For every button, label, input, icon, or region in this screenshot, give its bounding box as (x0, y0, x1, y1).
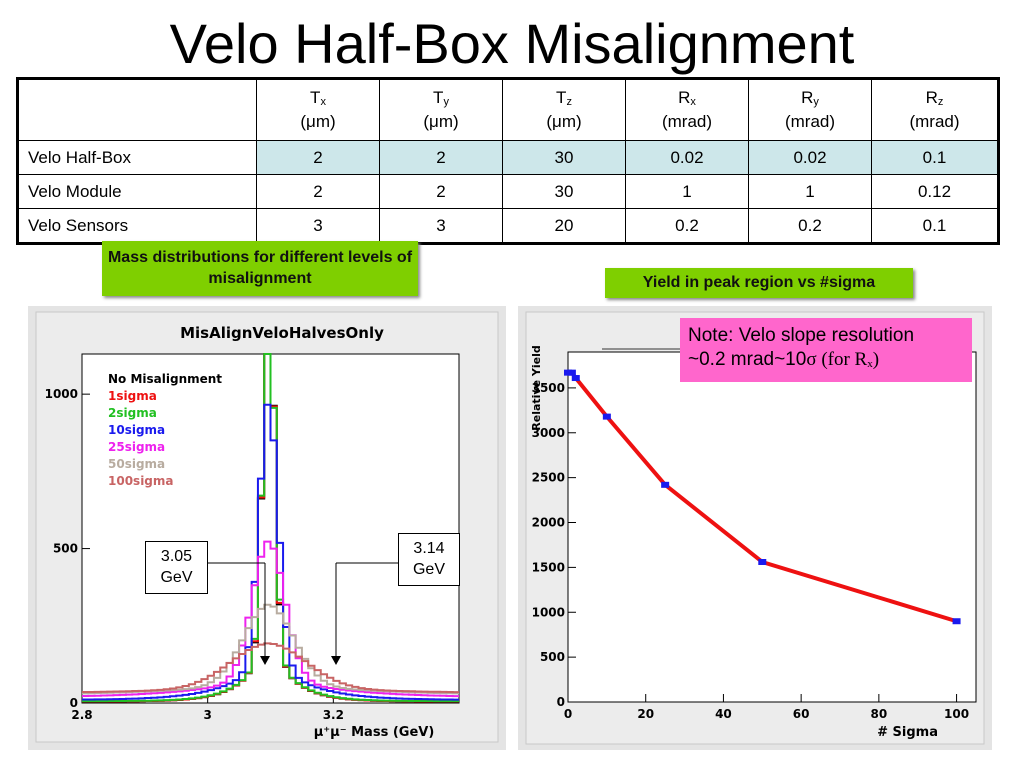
table-cell: 0.2 (625, 208, 749, 244)
row-label: Velo Sensors (17, 208, 257, 244)
histogram-series (82, 540, 459, 698)
x-tick-label: 80 (871, 707, 888, 721)
page-title: Velo Half-Box Misalignment (169, 12, 855, 75)
table-row: Velo Sensors 3 3 20 0.2 0.2 0.1 (17, 208, 999, 244)
yield-point (952, 618, 961, 625)
legend-entry: 25sigma (108, 440, 165, 454)
mass-histogram-chart: MisAlignVeloHalvesOnly 0 500 1000 2.8 3 3.2 N… (28, 306, 506, 750)
y-tick-label: 1500 (532, 560, 565, 574)
yield-point (602, 413, 611, 420)
x-tick-label: 3.2 (323, 708, 344, 722)
table-cell: 2 (379, 140, 503, 175)
x-tick-label: 2.8 (71, 708, 92, 722)
col-header: Rz (mrad) (871, 78, 999, 141)
callout-right-arrow (331, 656, 341, 665)
x-tick-label: 0 (564, 707, 572, 721)
x-tick-label: 20 (637, 707, 654, 721)
misalignment-table: Tx (μm) Ty (μm) Tz (μm) Rx (mrad) Ry (mrad) R… (16, 77, 1000, 245)
histogram-series (82, 353, 459, 703)
note-leader (602, 348, 680, 350)
table-row: Velo Half-Box 2 2 30 0.02 0.02 0.1 (17, 140, 999, 175)
y-tick-label: 0 (70, 696, 78, 710)
yield-point (571, 375, 580, 382)
callout-left-unit: GeV (160, 569, 193, 586)
x-axis-label: μ⁺μ⁻ Mass (GeV) (314, 725, 435, 740)
table-cell: 30 (502, 174, 626, 209)
legend-entry: 2sigma (108, 406, 157, 420)
yield-caption: Yield in peak region vs #sigma (605, 268, 913, 298)
y-tick-label: 0 (557, 695, 565, 709)
legend-entry: 1sigma (108, 389, 157, 403)
y-tick-label: 2500 (532, 471, 565, 485)
callout-right-value: 3.14 (413, 540, 445, 557)
legend-entry: 100sigma (108, 474, 174, 488)
y-tick-label: 500 (540, 650, 565, 664)
col-header: Tz (μm) (502, 78, 626, 141)
x-tick-label: 3 (203, 708, 211, 722)
table-header-row: Tx (μm) Ty (μm) Tz (μm) Rx (mrad) Ry (mrad) R… (17, 78, 999, 141)
y-tick-label: 2000 (532, 516, 565, 530)
legend-entry: 10sigma (108, 423, 165, 437)
table-cell: 30 (502, 140, 626, 175)
y-tick-label: 1000 (532, 605, 565, 619)
plot-area (567, 351, 977, 703)
table-cell: 20 (502, 208, 626, 244)
mass-caption: Mass distributions for different levels … (102, 241, 418, 296)
table-cell: 3 (256, 208, 380, 244)
row-label: Velo Module (17, 174, 257, 209)
yield-point (567, 369, 576, 376)
yield-point (758, 559, 767, 565)
callout-right: 3.14 GeV (398, 533, 460, 586)
legend-entry: No Misalignment (108, 372, 222, 386)
y-tick-label: 3500 (532, 381, 565, 395)
table-corner-cell (17, 78, 257, 141)
col-header: Ty (μm) (379, 78, 503, 141)
table-cell: 1 (625, 174, 749, 209)
table-cell: 0.2 (748, 208, 872, 244)
note-line1: Note: Velo slope resolution (688, 325, 915, 346)
y-axis-label: Relative Yield (530, 345, 543, 430)
table-cell: 1 (748, 174, 872, 209)
table-cell: 2 (256, 140, 380, 175)
table-cell: 0.1 (871, 208, 999, 244)
chart-title: MisAlignVeloHalvesOnly (180, 324, 384, 342)
callout-left: 3.05 GeV (145, 541, 208, 594)
callout-right-unit: GeV (412, 561, 445, 578)
table-cell: 2 (379, 174, 503, 209)
histogram-series (82, 642, 459, 694)
table-cell: 0.12 (871, 174, 999, 209)
x-tick-label: 40 (715, 707, 732, 721)
legend-entry: 50sigma (108, 457, 165, 471)
y-tick-label: 3000 (532, 426, 565, 440)
col-header: Ry (mrad) (748, 78, 872, 141)
note-line2: ~0.2 mrad~10σ (for Rx) (688, 349, 880, 370)
table-cell: 0.02 (748, 140, 872, 175)
histogram-series (82, 403, 459, 701)
table-row: Velo Module 2 2 30 1 1 0.12 (17, 174, 999, 209)
callout-left-value: 3.05 (160, 548, 193, 565)
col-header: Tx (μm) (256, 78, 380, 141)
y-tick-label: 500 (53, 542, 78, 556)
x-tick-label: 60 (793, 707, 810, 721)
row-label: Velo Half-Box (17, 140, 257, 175)
table-cell: 2 (256, 174, 380, 209)
col-header: Rx (mrad) (625, 78, 749, 141)
note-box: Note: Velo slope resolution ~0.2 mrad~10… (680, 318, 972, 382)
table-cell: 0.1 (871, 140, 999, 175)
table-cell: 0.02 (625, 140, 749, 175)
table-cell: 3 (379, 208, 503, 244)
callout-left-arrow (260, 656, 270, 665)
x-axis-label: # Sigma (877, 725, 938, 740)
yield-point (661, 481, 670, 488)
x-tick-label: 100 (944, 707, 969, 721)
y-tick-label: 1000 (45, 387, 78, 401)
